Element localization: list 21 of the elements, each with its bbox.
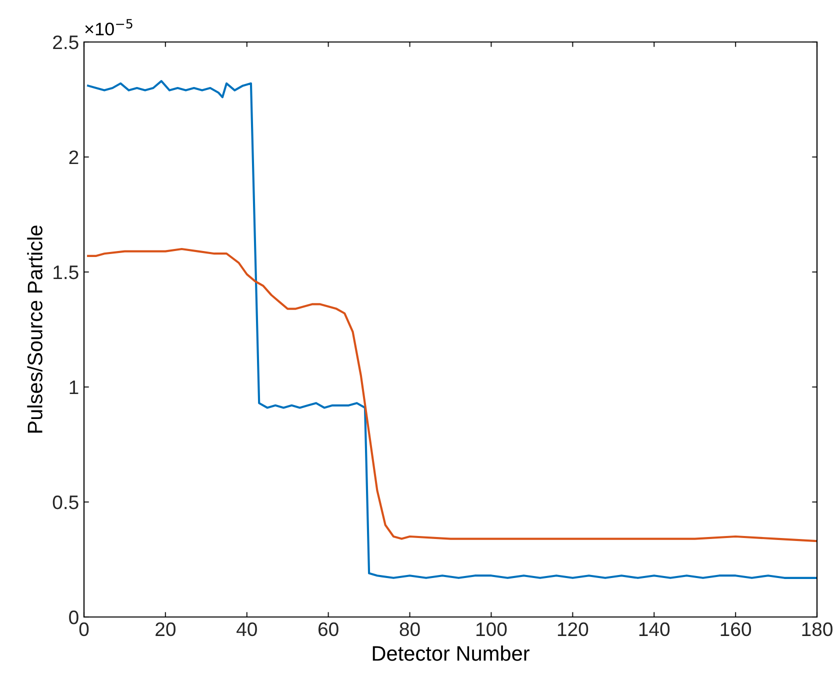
x-tick-label: 140 (639, 622, 670, 636)
x-tick-label: 20 (156, 622, 176, 636)
x-tick-label: 120 (558, 622, 588, 636)
y-tick-label: 1 (70, 380, 78, 394)
y-tick-label: 2 (69, 150, 78, 164)
x-tick-label: 100 (476, 622, 507, 636)
x-tick-label: 40 (236, 622, 257, 636)
x-tick-label: 160 (720, 622, 752, 636)
line-series (87, 80, 817, 579)
x-axis-title: Detector Number (372, 646, 530, 661)
x-tick-label: 0 (79, 622, 89, 636)
y-tick-label: 0.5 (52, 495, 78, 510)
text: ×10$^{−5}$ (85, 19, 132, 36)
x-tick-label: 180 (802, 622, 832, 636)
x-tick-label: 60 (318, 622, 338, 636)
line-series (87, 248, 817, 542)
x-tick-label: 80 (400, 622, 420, 636)
y-tick-label: 0 (69, 610, 78, 624)
y-tick-label: 1.5 (54, 266, 78, 280)
y-tick-label: 2.5 (53, 35, 78, 50)
y-axis-title: Pulses/Source Particle (27, 226, 42, 433)
